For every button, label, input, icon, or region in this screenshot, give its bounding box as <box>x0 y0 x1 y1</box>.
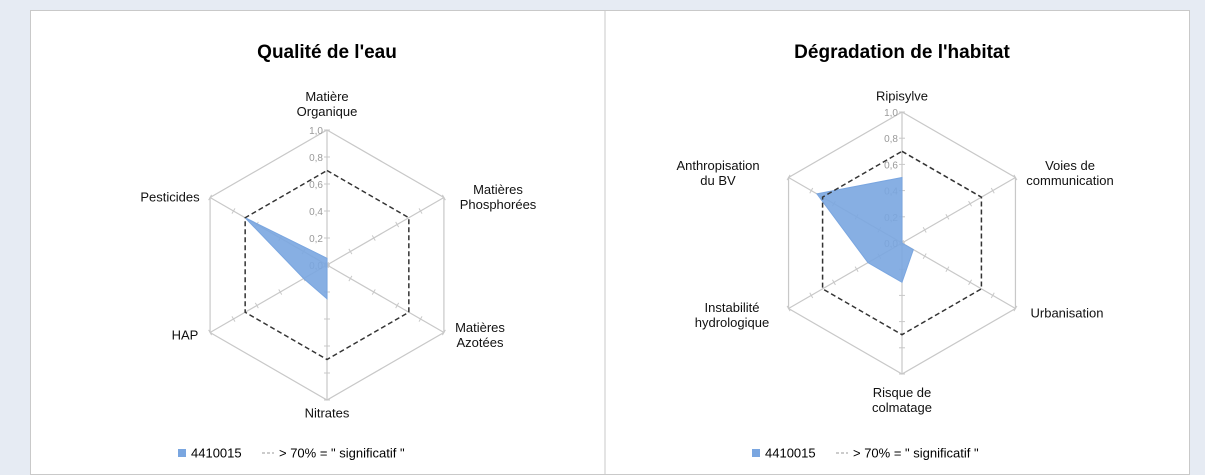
axis-label: HAP <box>171 327 199 343</box>
tick-mark <box>441 194 446 201</box>
tick-label: 0,4 <box>309 207 323 218</box>
spoke <box>326 196 445 266</box>
tick-mark <box>945 266 950 273</box>
tick-mark <box>348 275 353 282</box>
chart-title: Qualité de l'eau <box>257 42 397 63</box>
threshold-line <box>244 169 410 361</box>
spoke <box>901 176 1016 244</box>
legend-swatch <box>752 449 760 457</box>
legend-label: 4410015 <box>191 445 242 461</box>
panel <box>30 10 1190 475</box>
tick-mark <box>208 194 213 201</box>
axis-label: Risque de colmatage <box>872 385 932 415</box>
axis-label: Matières Azotées <box>455 320 505 350</box>
tick-mark <box>831 279 836 286</box>
axis-label: Matière Organique <box>296 89 358 119</box>
tick-mark <box>441 329 446 336</box>
tick-mark <box>395 221 400 228</box>
tick-mark <box>786 174 791 181</box>
axis-label: Ripisylve <box>875 88 928 104</box>
tick-mark <box>1013 305 1018 312</box>
threshold-line <box>821 150 983 336</box>
legend-swatch <box>178 449 186 457</box>
tick-mark <box>231 316 236 322</box>
tick-mark <box>968 200 973 207</box>
tick-mark <box>854 266 859 273</box>
tick-mark <box>945 213 950 220</box>
tick-mark <box>208 329 213 336</box>
tick-mark <box>809 292 814 299</box>
tick-mark <box>371 235 376 241</box>
tick-label: 0,8 <box>309 153 323 164</box>
tick-mark <box>786 305 791 312</box>
tick-label: 1,0 <box>309 126 323 137</box>
spoke <box>901 242 1016 310</box>
tick-mark <box>371 289 376 295</box>
axis-label: Nitrates <box>304 405 350 421</box>
legend-label: > 70% = " significatif " <box>853 445 979 461</box>
tick-mark <box>395 302 400 309</box>
tick-mark <box>922 253 927 259</box>
tick-label: 0,8 <box>884 134 898 145</box>
tick-mark <box>1013 174 1018 181</box>
tick-mark <box>278 289 283 295</box>
tick-label: 0,6 <box>309 180 323 191</box>
tick-mark <box>418 316 423 322</box>
tick-mark <box>990 292 995 299</box>
series-area <box>244 217 328 300</box>
tick-label: 0,6 <box>884 160 898 171</box>
axis-label: Voies de communication <box>1026 158 1114 188</box>
legend-label: > 70% = " significatif " <box>279 445 405 461</box>
axis-label: Pesticides <box>140 189 200 205</box>
tick-mark <box>968 279 973 286</box>
tick-mark <box>922 227 927 233</box>
tick-mark <box>348 248 353 255</box>
tick-label: 0,2 <box>309 234 323 245</box>
series-area <box>816 176 914 284</box>
tick-mark <box>231 208 236 214</box>
axis-label: Instabilité hydrologique <box>694 300 770 330</box>
spoke <box>326 264 445 334</box>
axis-label: Anthropisation du BV <box>676 158 760 188</box>
tick-mark <box>990 187 995 194</box>
tick-mark <box>254 302 259 309</box>
axis-label: Urbanisation <box>1030 305 1104 321</box>
tick-mark <box>809 187 814 194</box>
axis-label: Matières Phosphorées <box>459 182 537 212</box>
legend-label: 4410015 <box>765 445 816 461</box>
tick-label: 1,0 <box>884 108 898 119</box>
chart-title: Dégradation de l'habitat <box>794 42 1010 63</box>
tick-mark <box>418 208 423 214</box>
